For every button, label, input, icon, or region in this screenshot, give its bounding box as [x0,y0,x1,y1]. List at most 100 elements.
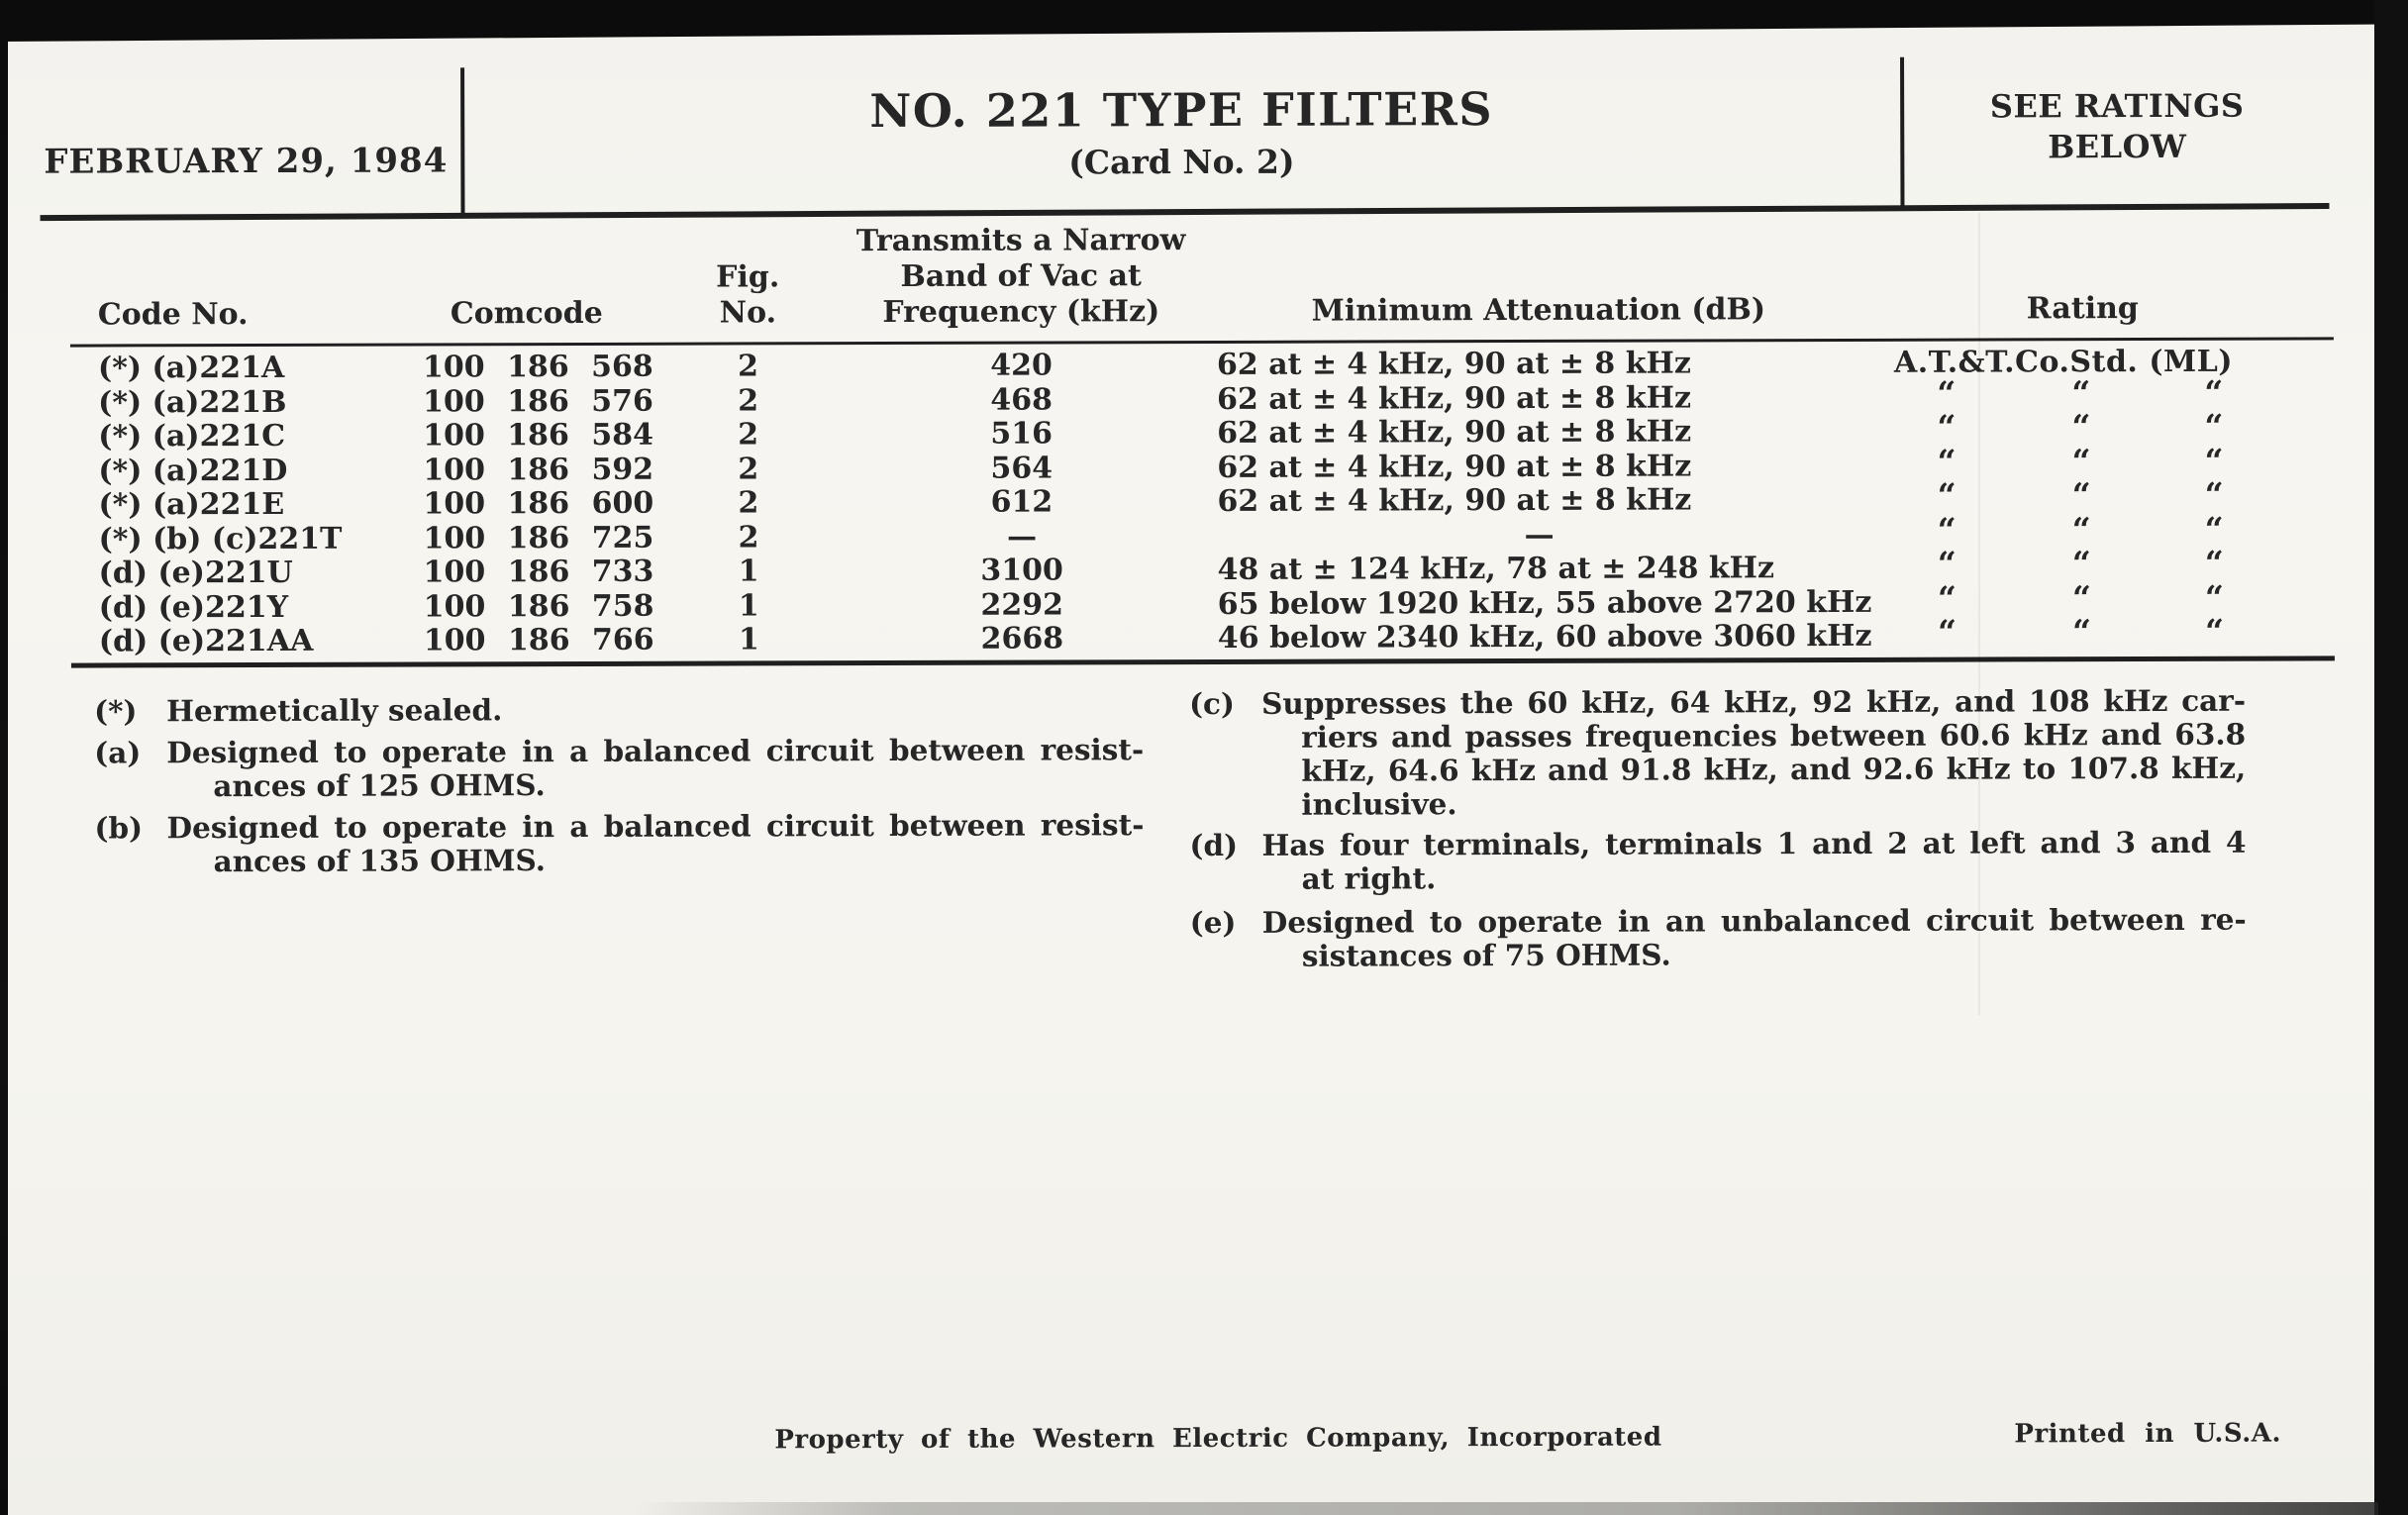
cell-frequency: 468 [990,381,1053,418]
cell-frequency: 564 [990,450,1054,486]
cell-attenuation: 65 below 1920 kHz, 55 above 2720 kHz [1217,584,1872,622]
footnote-text: sistances of 75 OHMS. [1301,937,1671,973]
cell-fig: 2 [738,451,759,486]
ditto-mark: “ [2204,372,2224,412]
column-header-fig-line1: Fig. [716,259,780,295]
column-header-code: Code No. [97,297,249,333]
ratings-note: SEE RATINGS BELOW [1909,85,2325,167]
cell-attenuation: 62 at ± 4 kHz, 90 at ± 8 kHz [1217,482,1692,519]
scan-edge-left [0,0,8,1515]
footnote-text: inclusive. [1301,786,1457,822]
column-header-frequency: Transmits a Narrow Band of Vac at Freque… [846,223,1197,331]
header-divider-left [460,67,465,215]
column-header-fig: Fig. No. [651,259,846,332]
cell-frequency: 3100 [980,553,1063,588]
ditto-mark: “ [2071,577,2092,617]
ditto-mark: “ [2204,577,2225,617]
table-row: (d) (e)221AA 100 186 766 1 2668 46 below… [97,611,2334,659]
cell-comcode: 100 186 766 [423,622,654,658]
footnote-text: Has four terminals, terminals 1 and 2 at… [1261,824,2247,862]
ditto-mark: “ [1937,510,1957,550]
cell-comcode: 100 186 592 [423,452,654,487]
ditto-mark: “ [2204,543,2225,582]
ditto-mark: “ [2071,475,2092,515]
table-header-row: Code No. Comcode Fig. No. Transmits a Na… [96,219,2333,335]
footnote-text: at right. [1301,860,1437,896]
footnote-asterisk: (*) Hermetically sealed. [94,691,1144,728]
footnote-text: riers and passes frequencies between 60.… [1301,716,2247,755]
cell-comcode: 100 186 733 [423,554,654,590]
ditto-mark: “ [2204,406,2224,446]
cell-frequency: 420 [990,348,1053,383]
cell-comcode: 100 186 758 [423,588,654,624]
ditto-mark: “ [2204,509,2225,549]
cell-code: (d) (e)221Y [98,589,289,626]
footnote-marker: (d) [1189,827,1239,863]
ditto-mark: “ [2205,611,2225,651]
cell-attenuation: 48 at ± 124 kHz, 78 at ± 248 kHz [1217,551,1775,587]
filters-table: (*) (a)221A 100 186 568 2 420 62 at ± 4 … [96,345,2334,659]
footnotes-right-column: (c) Suppresses the 60 kHz, 64 kHz, 92 kH… [1189,682,2247,973]
footnote-text: Suppresses the 60 kHz, 64 kHz, 92 kHz, a… [1261,682,2247,721]
ditto-mark: “ [1937,442,1957,481]
column-header-frequency-line1: Transmits a Narrow [855,223,1186,259]
cell-code: (d) (e)221U [98,555,293,591]
cell-frequency: — [1006,519,1038,555]
page-title: NO. 221 TYPE FILTERS [869,82,1494,139]
footnote-marker: (b) [94,810,144,846]
ditto-mark: “ [2071,407,2091,447]
cell-fig: 1 [738,587,759,623]
issue-date: FEBRUARY 29, 1984 [44,141,449,182]
column-header-fig-line2: No. [719,295,777,331]
footnote-text: Designed to operate in an unbalanced cir… [1261,901,2247,940]
cell-code: (*) (a)221C [98,418,286,454]
footnote-text: kHz, 64.6 kHz and 91.8 kHz, and 92.6 kHz… [1301,750,2247,788]
cell-attenuation: 62 at ± 4 kHz, 90 at ± 8 kHz [1217,379,1692,417]
cell-fig: 1 [738,622,759,657]
cell-fig: 2 [738,519,759,555]
ditto-mark: “ [2204,441,2225,480]
ditto-mark: “ [1937,407,1956,447]
ratings-note-line1: SEE RATINGS [1989,86,2245,126]
ditto-mark: “ [2071,441,2092,480]
cell-fig: 1 [738,554,759,589]
cell-fig: 2 [738,485,759,521]
cell-comcode: 100 186 576 [423,383,653,419]
footnote-text: ances of 135 OHMS. [213,843,547,879]
cell-frequency: 516 [990,416,1054,452]
ditto-mark: “ [1937,544,1957,583]
footer-printed-line: Printed in U.S.A. [2014,1418,2282,1450]
cell-comcode: 100 186 725 [423,520,654,556]
footnote-text: Designed to operate in a balanced circui… [166,807,1145,846]
paper-background [8,0,2374,1515]
footnote-marker: (e) [1189,904,1237,941]
cell-code: (*) (a)221A [97,350,285,386]
cell-code: (*) (b) (c)221T [98,521,343,557]
cell-comcode: 100 186 584 [423,417,654,454]
cell-code: (*) (a)221D [98,453,288,489]
scan-fold-line [1978,213,1980,1015]
header-divider-right [1900,56,1905,210]
footnote-marker: (c) [1189,685,1236,722]
ditto-mark: “ [2072,612,2092,652]
footer-property-line: Property of the Western Electric Company… [774,1422,1662,1456]
footnote-text: Hermetically sealed. [166,692,503,729]
card-subtitle: (Card No. 2) [1068,142,1295,182]
footnotes-left-column: (*) Hermetically sealed. (a) Designed to… [94,691,1145,878]
header-rule [40,203,2330,222]
column-header-frequency-line2: Band of Vac at [900,258,1142,294]
footnote-b: (b) Designed to operate in a balanced ci… [94,807,1145,879]
footnote-c: (c) Suppresses the 60 kHz, 64 kHz, 92 kH… [1189,682,2247,822]
ditto-mark: “ [2204,474,2225,514]
column-header-comcode: Comcode [450,295,603,332]
ditto-mark: “ [2071,544,2092,583]
footnote-text: ances of 125 OHMS. [213,767,546,804]
footnote-e: (e) Designed to operate in an unbalanced… [1189,901,2247,973]
footnote-marker: (*) [94,693,138,729]
cell-attenuation: 62 at ± 4 kHz, 90 at ± 8 kHz [1216,346,1691,382]
column-header-attenuation: Minimum Attenuation (dB) [1311,292,1766,329]
ditto-mark: “ [1937,578,1957,618]
cell-attenuation: — [1524,517,1555,553]
cell-attenuation: 62 at ± 4 kHz, 90 at ± 8 kHz [1217,414,1692,451]
